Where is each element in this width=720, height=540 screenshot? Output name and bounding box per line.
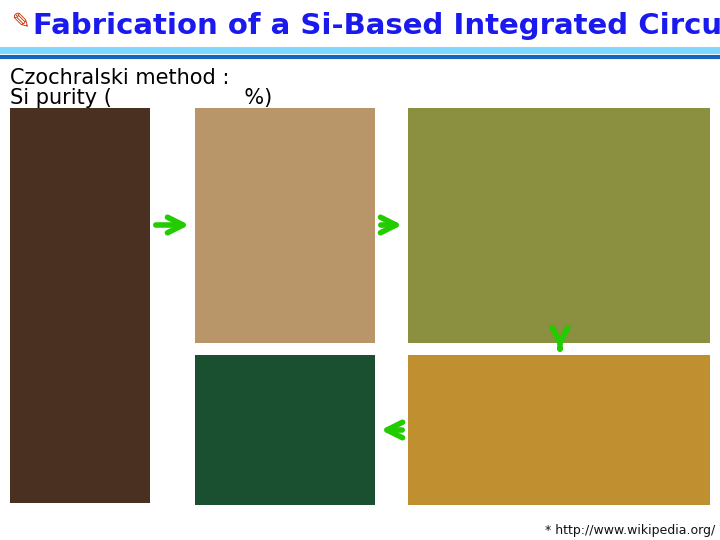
Bar [195, 108, 375, 343]
Bar [408, 355, 710, 505]
Bar [195, 355, 375, 505]
Text: Si purity (                    %): Si purity ( %) [10, 88, 272, 108]
Bar [408, 108, 710, 343]
Text: Fabrication of a Si-Based Integrated Circuit: Fabrication of a Si-Based Integrated Cir… [33, 12, 720, 40]
Bar [10, 108, 150, 503]
Text: Czochralski method :: Czochralski method : [10, 68, 230, 88]
Text: * http://www.wikipedia.org/: * http://www.wikipedia.org/ [545, 524, 715, 537]
Text: ✎: ✎ [12, 12, 31, 32]
